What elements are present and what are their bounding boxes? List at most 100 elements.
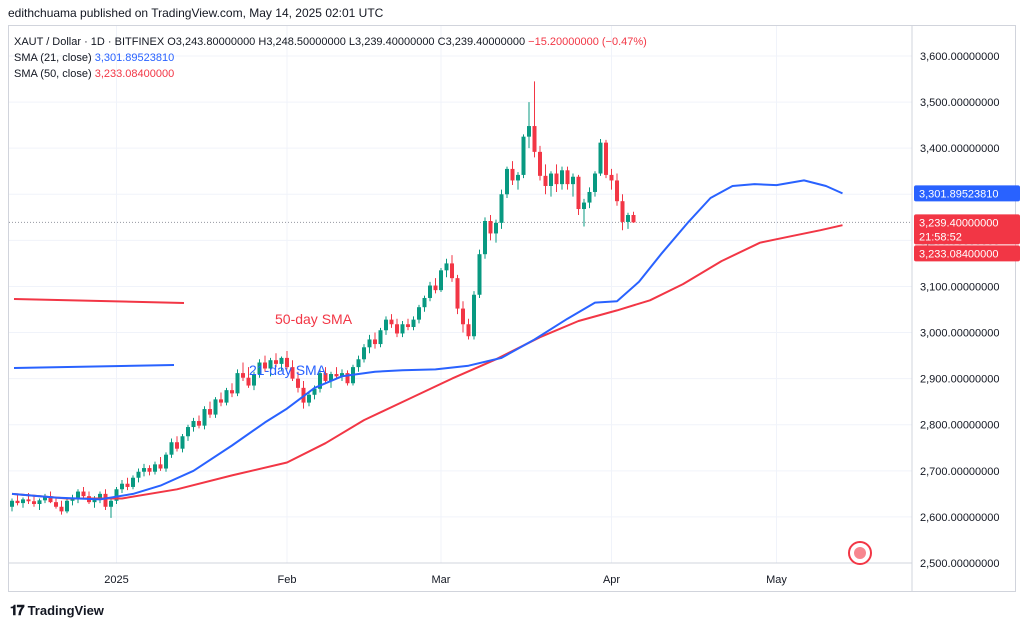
candle-body[interactable] (450, 263, 454, 279)
candle-body[interactable] (142, 468, 146, 472)
candle-body[interactable] (455, 278, 460, 309)
candle-body[interactable] (439, 270, 443, 291)
candle-body[interactable] (433, 285, 438, 291)
candle-body[interactable] (510, 168, 515, 181)
candle-body[interactable] (483, 221, 487, 255)
candle-body[interactable] (230, 390, 234, 394)
candle-body[interactable] (411, 319, 416, 328)
candle-body[interactable] (560, 170, 564, 185)
symbol-label[interactable]: XAUT / Dollar · 1D · BITFINEX (14, 36, 165, 48)
candle-body[interactable] (527, 126, 531, 137)
candle-body[interactable] (70, 498, 75, 501)
candle-body[interactable] (554, 173, 559, 185)
candle-body[interactable] (43, 496, 47, 501)
candle-body[interactable] (422, 297, 427, 308)
candle-body[interactable] (576, 176, 581, 210)
candle-body[interactable] (59, 506, 64, 512)
candle-body[interactable] (312, 388, 317, 395)
candle-body[interactable] (598, 142, 603, 174)
candle-body[interactable] (263, 362, 267, 369)
candle-body[interactable] (197, 421, 201, 426)
candle-body[interactable] (186, 427, 190, 437)
candle-body[interactable] (32, 501, 36, 505)
candle-body[interactable] (549, 173, 553, 186)
candle-body[interactable] (191, 421, 196, 428)
candle-body[interactable] (235, 373, 240, 394)
candle-body[interactable] (395, 324, 399, 334)
candle-body[interactable] (224, 390, 229, 403)
candle-body[interactable] (76, 491, 80, 499)
candle-body[interactable] (202, 409, 207, 426)
candle-body[interactable] (472, 294, 476, 337)
candle-body[interactable] (609, 174, 614, 181)
candle-body[interactable] (114, 489, 119, 501)
candle-body[interactable] (180, 436, 185, 449)
candle-body[interactable] (268, 360, 273, 369)
candle-body[interactable] (21, 499, 25, 504)
candle-body[interactable] (400, 324, 405, 334)
candle-body[interactable] (164, 454, 168, 469)
candle-body[interactable] (318, 373, 322, 389)
candle-body[interactable] (290, 367, 295, 379)
candle-body[interactable] (499, 194, 504, 223)
sma21-line[interactable] (11, 179, 843, 501)
candle-body[interactable] (125, 483, 130, 487)
candle-body[interactable] (279, 357, 284, 364)
candle-body[interactable] (565, 170, 570, 185)
candle-body[interactable] (274, 360, 278, 364)
candle-body[interactable] (582, 202, 586, 210)
candle-body[interactable] (373, 339, 377, 345)
sma50-line[interactable] (11, 224, 843, 500)
candle-body[interactable] (461, 308, 465, 325)
candle-body[interactable] (252, 374, 256, 386)
candle-body[interactable] (10, 500, 14, 507)
candle-body[interactable] (208, 409, 212, 415)
candle-body[interactable] (367, 339, 372, 348)
candle-body[interactable] (494, 222, 498, 234)
candle-body[interactable] (521, 136, 526, 175)
candle-body[interactable] (444, 263, 449, 271)
candle-body[interactable] (158, 464, 163, 469)
candle-body[interactable] (626, 215, 630, 222)
candle-body[interactable] (345, 373, 350, 384)
candle-body[interactable] (620, 201, 625, 222)
candle-body[interactable] (169, 442, 174, 455)
candle-body[interactable] (246, 377, 251, 386)
candle-body[interactable] (307, 394, 311, 403)
candle-body[interactable] (147, 468, 152, 472)
candle-body[interactable] (26, 499, 31, 502)
candle-body[interactable] (98, 493, 102, 499)
candle-body[interactable] (356, 359, 361, 368)
candle-body[interactable] (136, 471, 141, 478)
candle-body[interactable] (329, 374, 333, 381)
candle-body[interactable] (103, 493, 108, 507)
candle-body[interactable] (340, 373, 344, 377)
candle-body[interactable] (65, 500, 69, 512)
candle-body[interactable] (587, 191, 592, 203)
candle-body[interactable] (538, 151, 542, 176)
candle-body[interactable] (488, 221, 493, 234)
candle-body[interactable] (532, 126, 537, 152)
candle-body[interactable] (37, 500, 42, 505)
candle-body[interactable] (477, 254, 482, 295)
candle-body[interactable] (219, 399, 223, 403)
candle-body[interactable] (631, 215, 636, 223)
candle-body[interactable] (296, 378, 300, 388)
candle-body[interactable] (131, 477, 135, 487)
candle-body[interactable] (378, 330, 383, 345)
footer-brand[interactable]: 𝟏𝟕 TradingView (10, 602, 104, 619)
sma21-row[interactable]: SMA (21, close) 3,301.89523810 (14, 50, 647, 66)
candle-body[interactable] (428, 285, 432, 298)
candle-body[interactable] (109, 500, 113, 507)
candle-body[interactable] (543, 175, 548, 186)
candle-body[interactable] (48, 496, 53, 503)
candle-body[interactable] (241, 373, 245, 378)
candle-body[interactable] (15, 500, 20, 504)
candle-body[interactable] (505, 168, 509, 195)
candle-body[interactable] (466, 324, 471, 337)
candle-body[interactable] (615, 180, 619, 202)
candle-body[interactable] (285, 357, 289, 368)
candle-body[interactable] (323, 373, 328, 381)
candle-body[interactable] (516, 174, 520, 181)
